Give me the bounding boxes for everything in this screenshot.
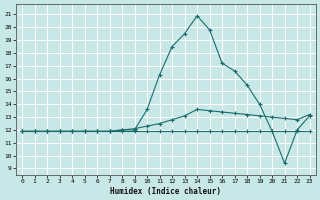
X-axis label: Humidex (Indice chaleur): Humidex (Indice chaleur) xyxy=(110,187,221,196)
